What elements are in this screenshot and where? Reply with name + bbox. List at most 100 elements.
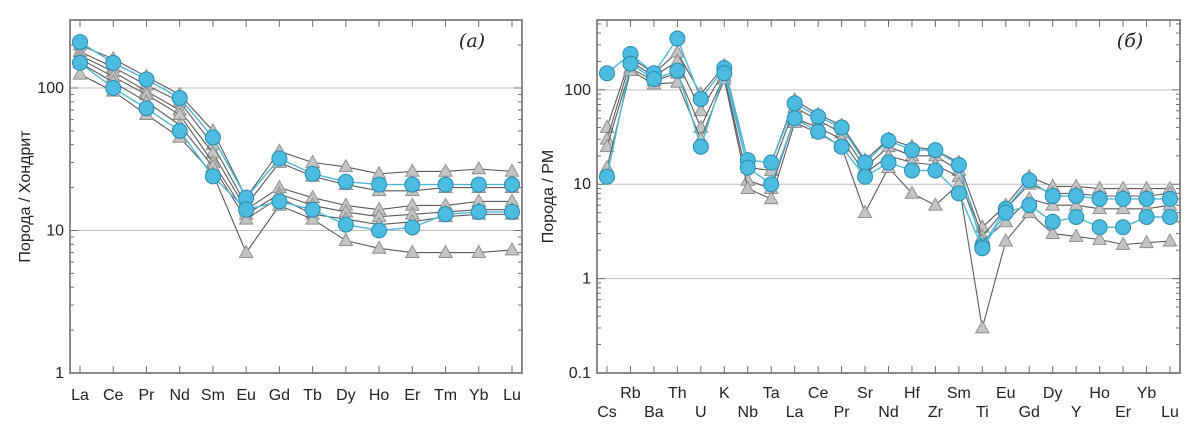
data-point-eu	[998, 233, 1014, 247]
y-tick-label: 100	[37, 80, 64, 97]
data-point-er	[404, 244, 420, 258]
data-point-ho	[371, 240, 387, 254]
data-point-er	[404, 176, 421, 193]
data-point-ho	[1092, 200, 1108, 215]
data-point-la	[72, 34, 88, 51]
data-point-dy	[338, 158, 354, 173]
data-point-u	[693, 102, 709, 117]
data-point-zr	[927, 197, 943, 211]
x-tick-label-tb: Tb	[303, 387, 322, 404]
x-tick-label-rb: Rb	[620, 385, 641, 402]
x-tick-label-nd: Nd	[169, 387, 189, 404]
x-tick-label-dy: Dy	[336, 387, 356, 404]
data-point-eu	[997, 204, 1014, 221]
data-point-ho	[1091, 219, 1108, 236]
data-point-sm	[204, 129, 221, 146]
data-point-ho	[1091, 190, 1108, 207]
y-tick-label: 1	[55, 365, 64, 382]
data-point-ta	[763, 176, 780, 193]
data-point-yb	[471, 244, 487, 258]
data-point-hf	[904, 185, 920, 199]
data-point-gd	[271, 193, 288, 210]
data-point-th	[669, 62, 686, 79]
data-point-y	[1068, 228, 1084, 242]
data-point-y	[1068, 208, 1085, 225]
x-tick-label-ba: Ba	[644, 404, 664, 421]
data-point-tb	[305, 211, 321, 225]
plot-frame	[596, 19, 1181, 374]
data-point-y	[1068, 188, 1085, 205]
data-point-ho	[371, 176, 388, 193]
y-tick-label: 1	[582, 271, 591, 288]
panel-label: (а)	[459, 30, 485, 52]
data-point-hf	[903, 142, 920, 159]
data-point-ba	[645, 71, 662, 88]
series-line	[606, 70, 1171, 329]
data-point-nb	[739, 159, 756, 176]
data-point-eu	[238, 201, 255, 218]
data-point-sr	[857, 154, 874, 171]
x-tick-label-eu: Eu	[236, 387, 256, 404]
data-point-er	[1115, 219, 1132, 236]
series-1-triangle	[72, 37, 520, 204]
data-point-cs	[599, 168, 615, 185]
x-tick-label-la: La	[71, 387, 89, 404]
data-point-pr	[138, 71, 155, 88]
data-point-sm	[204, 168, 221, 185]
data-point-la	[72, 66, 88, 80]
plot-frame	[69, 19, 523, 374]
series-6-circle	[599, 55, 1178, 257]
x-tick-label-lu: Lu	[503, 387, 521, 404]
x-tick-label-gd: Gd	[1019, 404, 1040, 421]
y-axis-label: Порода / Хондрит	[17, 130, 34, 263]
x-tick-label-ti: Ti	[976, 404, 989, 421]
data-point-tb	[304, 165, 321, 182]
data-point-yb	[470, 203, 487, 220]
x-tick-label-u: U	[695, 404, 707, 421]
x-tick-label-nd: Nd	[878, 404, 898, 421]
data-point-gd	[1021, 172, 1038, 189]
data-point-dy	[337, 216, 354, 233]
data-point-lu	[504, 241, 520, 256]
data-point-k	[716, 65, 733, 82]
x-tick-label-tm: Tm	[434, 387, 457, 404]
x-tick-label-ho: Ho	[1089, 385, 1110, 402]
data-point-yb	[1138, 190, 1155, 207]
data-point-rb	[622, 55, 639, 72]
data-point-eu	[238, 244, 254, 258]
data-point-lu	[504, 203, 520, 220]
data-point-lu	[1162, 190, 1178, 207]
data-point-dy	[1045, 225, 1061, 239]
data-point-lu	[1162, 233, 1178, 247]
data-point-u	[692, 138, 709, 155]
chart-panel-a: 1 10 100 La Ce Pr Nd Sm Eu Gd Tb Dy Ho Er Tm Yb Lu Порода…	[17, 19, 523, 404]
data-point-ti	[974, 319, 990, 334]
x-tick-label-yb: Yb	[1137, 385, 1157, 402]
x-tick-label-hf: Hf	[904, 385, 921, 402]
data-point-ce	[810, 108, 827, 125]
data-point-er	[404, 219, 421, 236]
data-point-pr	[833, 138, 850, 155]
x-tick-label-lu: Lu	[1161, 404, 1179, 421]
data-point-ho	[371, 222, 388, 239]
x-tick-label-eu: Eu	[996, 385, 1016, 402]
x-tick-label-sm: Sm	[201, 387, 225, 404]
data-point-zr	[927, 162, 944, 179]
x-tick-label-ce: Ce	[103, 387, 124, 404]
data-point-nb	[740, 180, 756, 194]
data-point-dy	[1044, 213, 1061, 230]
data-point-gd	[271, 150, 288, 167]
y-tick-label: 100	[564, 82, 591, 99]
data-point-sm	[950, 185, 967, 202]
data-point-eu	[998, 213, 1014, 228]
x-tick-label-dy: Dy	[1043, 385, 1063, 402]
data-point-gd	[1021, 197, 1038, 214]
x-tick-label-sm: Sm	[947, 385, 971, 402]
data-point-er	[1115, 190, 1132, 207]
x-tick-label-ta: Ta	[763, 385, 780, 402]
data-point-yb	[470, 176, 487, 193]
data-point-nd	[880, 154, 897, 171]
data-point-th	[669, 30, 686, 47]
data-point-tb	[304, 201, 321, 218]
x-tick-label-ce: Ce	[808, 385, 829, 402]
